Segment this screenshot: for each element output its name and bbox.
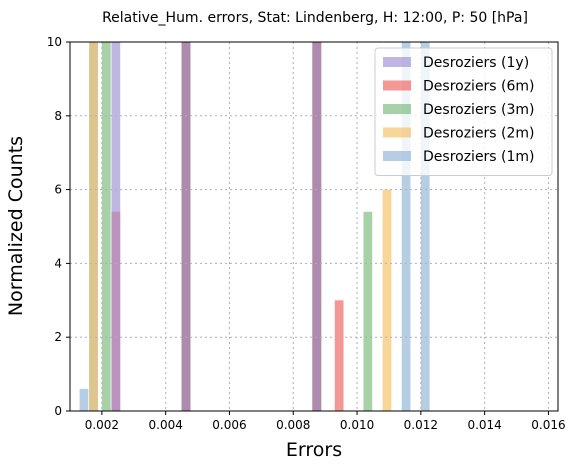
x-tick-label: 0.006	[212, 418, 246, 432]
chart-title: Relative_Hum. errors, Stat: Lindenberg, …	[102, 10, 528, 26]
histogram-bar	[382, 189, 392, 411]
plot-frame	[69, 41, 559, 412]
histogram-bar	[363, 211, 373, 411]
legend-swatch	[383, 57, 411, 67]
legend-swatch	[383, 104, 411, 114]
histogram-bar	[181, 42, 191, 411]
legend-entry: Desroziers (1m)	[423, 149, 535, 165]
y-tick-label: 6	[54, 183, 62, 197]
legend-entry: Desroziers (6m)	[423, 79, 535, 95]
histogram-bar	[89, 42, 98, 411]
legend-swatch	[383, 151, 411, 161]
histogram-bar	[420, 42, 430, 411]
y-tick-label: 2	[54, 330, 62, 344]
y-tick-label: 4	[54, 256, 62, 270]
x-tick-label: 0.010	[340, 418, 374, 432]
legend: Desroziers (1y) Desroziers (6m) Desroziers…	[374, 47, 553, 176]
x-tick-label: 0.004	[149, 418, 183, 432]
legend-entry: Desroziers (3m)	[423, 102, 535, 118]
histogram-bar	[401, 42, 411, 411]
y-axis-ticks: 0 2 4 6 8 10	[47, 35, 70, 418]
y-tick-label: 0	[54, 404, 62, 418]
x-axis-ticks: 0.002 0.004 0.006 0.008 0.010 0.012 0.014 0.016	[85, 411, 566, 432]
x-tick-label: 0.008	[276, 418, 310, 432]
histogram-bar	[111, 42, 121, 411]
x-tick-label: 0.002	[85, 418, 119, 432]
histogram-bar	[79, 388, 89, 411]
histogram-bars	[79, 42, 430, 411]
histogram-bar	[334, 300, 344, 411]
x-tick-label: 0.012	[404, 418, 438, 432]
histogram-bar	[101, 42, 111, 411]
legend-swatch	[383, 80, 411, 91]
legend-entry: Desroziers (2m)	[423, 126, 535, 142]
legend-entry: Desroziers (1y)	[423, 55, 529, 71]
y-axis-label: Normalized Counts	[5, 136, 27, 316]
y-tick-label: 10	[47, 35, 62, 49]
histogram-bar	[312, 42, 322, 411]
legend-frame	[374, 47, 553, 176]
legend-swatch	[383, 127, 411, 138]
x-tick-label: 0.016	[531, 418, 565, 432]
y-tick-label: 8	[54, 109, 62, 123]
x-axis-label: Errors	[286, 439, 342, 461]
x-tick-label: 0.014	[467, 418, 501, 432]
